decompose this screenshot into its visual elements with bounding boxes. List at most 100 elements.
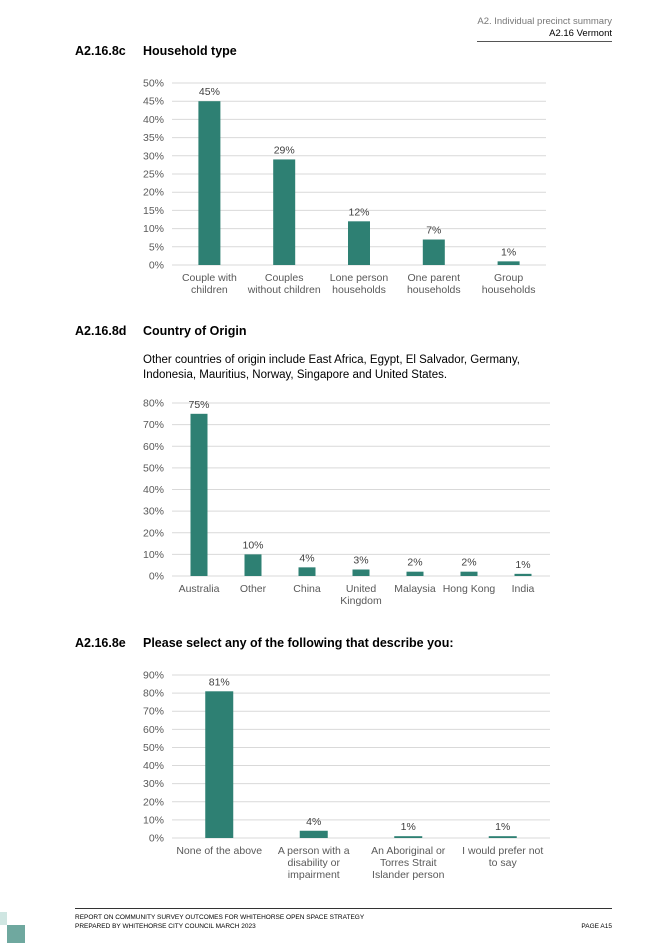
corner-decoration-dark bbox=[7, 925, 25, 943]
data-label: 2% bbox=[407, 557, 422, 569]
category-label: United bbox=[346, 583, 377, 595]
y-tick-label: 10% bbox=[143, 223, 164, 235]
header-section-label: A2. Individual precinct summary bbox=[477, 16, 612, 27]
bar bbox=[190, 413, 208, 576]
data-label: 10% bbox=[242, 539, 263, 551]
data-label: 1% bbox=[401, 821, 416, 833]
category-label: India bbox=[512, 583, 535, 595]
section-number: A2.16.8c bbox=[75, 44, 126, 58]
header-subsection-label: A2.16 Vermont bbox=[477, 28, 612, 42]
data-label: 12% bbox=[348, 206, 369, 218]
category-label: disability or bbox=[287, 857, 340, 869]
bar bbox=[422, 239, 445, 265]
bar bbox=[497, 261, 520, 265]
bar bbox=[488, 836, 517, 838]
y-tick-label: 35% bbox=[143, 132, 164, 144]
category-label: Torres Strait bbox=[380, 857, 437, 869]
y-tick-label: 70% bbox=[143, 419, 164, 431]
y-tick-label: 90% bbox=[143, 670, 164, 682]
category-label: to say bbox=[489, 857, 518, 869]
y-tick-label: 60% bbox=[143, 724, 164, 736]
category-label: I would prefer not bbox=[462, 845, 543, 857]
bar bbox=[352, 569, 370, 576]
y-tick-label: 80% bbox=[143, 398, 164, 410]
y-tick-label: 5% bbox=[149, 241, 164, 253]
y-tick-label: 25% bbox=[143, 169, 164, 181]
page-footer: REPORT ON COMMUNITY SURVEY OUTCOMES FOR … bbox=[75, 908, 612, 931]
category-label: Islander person bbox=[372, 869, 445, 881]
describe-you-chart: 0% 10% 20% 30% 40% 50% 60% 70% 80% 90% 81% None of … bbox=[143, 670, 550, 881]
category-label: An Aboriginal or bbox=[371, 845, 446, 857]
bar bbox=[198, 101, 221, 265]
data-label: 4% bbox=[299, 552, 314, 564]
footer-prepared-by: PREPARED BY WHITEHORSE CITY COUNCIL MARC… bbox=[75, 923, 256, 930]
y-tick-label: 45% bbox=[143, 96, 164, 108]
category-label: China bbox=[293, 583, 321, 595]
y-tick-label: 20% bbox=[143, 796, 164, 808]
y-tick-label: 0% bbox=[149, 833, 164, 845]
category-label: None of the above bbox=[176, 845, 262, 857]
y-tick-label: 0% bbox=[149, 571, 164, 583]
bar bbox=[298, 567, 316, 576]
data-label: 45% bbox=[199, 86, 220, 98]
data-label: 4% bbox=[306, 816, 321, 828]
country-of-origin-chart: 0% 10% 20% 30% 40% 50% 60% 70% 80% 75% Australia 10… bbox=[143, 398, 550, 607]
y-tick-label: 10% bbox=[143, 814, 164, 826]
bar bbox=[205, 691, 234, 838]
category-label: households bbox=[482, 284, 536, 296]
data-label: 1% bbox=[495, 821, 510, 833]
country-of-origin-note: Other countries of origin include East A… bbox=[143, 354, 520, 381]
household-type-chart: 0% 5% 10% 15% 20% 25% 30% 35% 40% 45% 50% 45% Couple… bbox=[143, 78, 546, 296]
y-tick-label: 40% bbox=[143, 484, 164, 496]
y-tick-label: 50% bbox=[143, 462, 164, 474]
category-label: Kingdom bbox=[340, 595, 382, 607]
category-label: Group bbox=[494, 272, 523, 284]
y-tick-label: 60% bbox=[143, 441, 164, 453]
page-header: A2. Individual precinct summary A2.16 Ve… bbox=[477, 16, 612, 42]
section-heading-describe-you: A2.16.8e Please select any of the followi… bbox=[75, 636, 454, 650]
y-tick-label: 80% bbox=[143, 688, 164, 700]
category-label: Couple with bbox=[182, 272, 237, 284]
bar bbox=[244, 554, 262, 576]
category-label: One parent bbox=[408, 272, 461, 284]
y-tick-label: 10% bbox=[143, 549, 164, 561]
bar bbox=[514, 573, 532, 576]
section-title: Please select any of the following that … bbox=[143, 636, 454, 650]
bar bbox=[394, 836, 423, 838]
y-tick-label: 70% bbox=[143, 706, 164, 718]
page-number: PAGE A15 bbox=[581, 923, 612, 930]
category-label: households bbox=[407, 284, 461, 296]
y-tick-label: 20% bbox=[143, 527, 164, 539]
data-label: 3% bbox=[353, 555, 368, 567]
section-number: A2.16.8e bbox=[75, 636, 126, 650]
data-label: 29% bbox=[274, 144, 295, 156]
section-number: A2.16.8d bbox=[75, 324, 127, 338]
category-label: Hong Kong bbox=[443, 583, 496, 595]
category-label: Lone person bbox=[330, 272, 389, 284]
section-title: Household type bbox=[143, 44, 237, 58]
bar bbox=[406, 571, 424, 576]
category-label: children bbox=[191, 284, 228, 296]
category-label: impairment bbox=[288, 869, 340, 881]
data-label: 2% bbox=[461, 557, 476, 569]
data-label: 7% bbox=[426, 225, 441, 237]
section-heading-household-type: A2.16.8c Household type bbox=[75, 44, 237, 58]
category-label: households bbox=[332, 284, 386, 296]
y-tick-label: 40% bbox=[143, 760, 164, 772]
bar bbox=[273, 159, 296, 265]
y-tick-label: 30% bbox=[143, 150, 164, 162]
y-tick-label: 0% bbox=[149, 260, 164, 272]
y-tick-label: 20% bbox=[143, 187, 164, 199]
y-tick-label: 30% bbox=[143, 506, 164, 518]
footer-report-title: REPORT ON COMMUNITY SURVEY OUTCOMES FOR … bbox=[75, 914, 365, 921]
y-tick-label: 50% bbox=[143, 78, 164, 90]
category-label: Other bbox=[240, 583, 267, 595]
data-label: 75% bbox=[188, 399, 209, 411]
bar bbox=[460, 571, 478, 576]
category-label: Australia bbox=[179, 583, 220, 595]
y-tick-label: 50% bbox=[143, 742, 164, 754]
section-title: Country of Origin bbox=[143, 324, 247, 338]
y-tick-label: 40% bbox=[143, 114, 164, 126]
section-heading-country-of-origin: A2.16.8d Country of Origin bbox=[75, 324, 246, 338]
category-label: Couples bbox=[265, 272, 304, 284]
